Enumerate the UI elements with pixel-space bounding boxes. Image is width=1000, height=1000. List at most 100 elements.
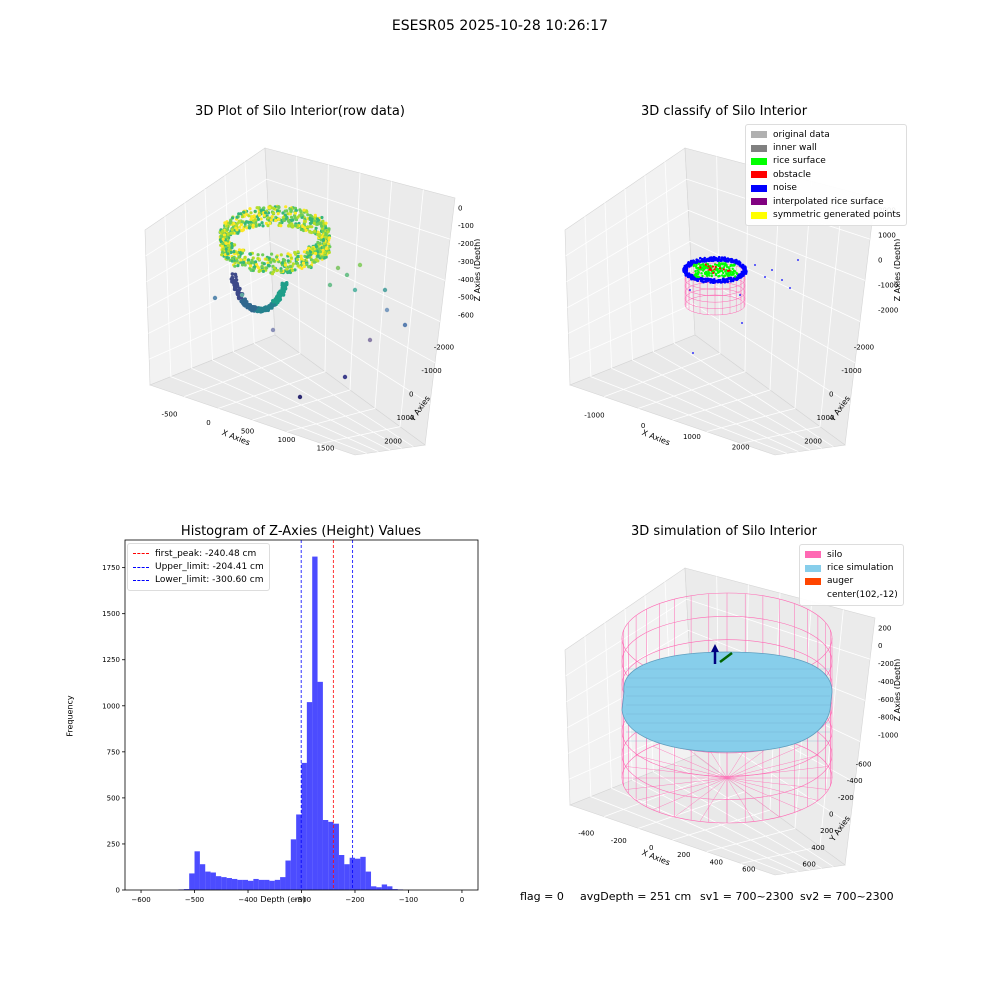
histogram-bar xyxy=(258,879,265,890)
legend-label: first_peak: -240.48 cm xyxy=(155,548,257,559)
raw-point xyxy=(321,238,326,242)
raw-point xyxy=(235,281,239,286)
histogram-bar xyxy=(274,879,281,890)
raw-point xyxy=(230,275,235,280)
histogram-bar xyxy=(344,864,350,890)
histogram-bar xyxy=(392,889,398,890)
x-tick-label: 600 xyxy=(742,865,755,873)
rice-surface-point xyxy=(695,266,698,270)
legend-entry: first_peak: -240.48 cm xyxy=(133,547,264,560)
raw-point xyxy=(327,236,331,240)
raw-point xyxy=(306,213,310,217)
grid-line xyxy=(320,189,424,444)
legend-label: noise xyxy=(773,183,797,194)
rice-surface-point xyxy=(722,266,726,269)
histogram-bar xyxy=(333,823,339,890)
legend-label: obstacle xyxy=(773,169,811,180)
raw-point xyxy=(317,247,321,251)
histogram-bar xyxy=(242,879,249,890)
raw-point xyxy=(246,261,250,265)
rice-surface-point xyxy=(692,264,695,268)
raw-point xyxy=(229,250,233,255)
raw-point xyxy=(324,221,328,225)
raw-point xyxy=(286,219,291,223)
legend-entry: obstacle xyxy=(751,168,901,181)
raw-point xyxy=(267,206,271,210)
center-marker xyxy=(719,652,733,663)
raw-point xyxy=(296,250,300,254)
noise-point xyxy=(723,256,727,259)
raw-point xyxy=(223,253,227,257)
grid-line xyxy=(568,272,856,364)
raw-point xyxy=(288,265,293,269)
y-tick-label: 1000 xyxy=(817,414,835,422)
x-tick-label: 500 xyxy=(241,428,254,436)
z-tick-label: 0 xyxy=(878,257,882,265)
raw-point xyxy=(249,306,254,310)
raw-point xyxy=(239,252,243,256)
raw-point xyxy=(246,258,250,262)
histogram-bar xyxy=(365,871,372,890)
histogram-bar xyxy=(338,855,345,890)
silo-floor-line xyxy=(726,746,802,779)
raw-point xyxy=(231,225,235,229)
raw-point xyxy=(235,284,240,289)
raw-point xyxy=(326,242,331,246)
raw-point xyxy=(225,224,229,228)
raw-point xyxy=(228,221,232,225)
legend-swatch xyxy=(751,157,767,165)
silo-floor-line xyxy=(726,766,829,779)
raw-point xyxy=(305,255,309,259)
legend-swatch xyxy=(751,131,767,139)
raw-point xyxy=(245,226,249,230)
obstacle-point xyxy=(718,267,722,270)
x-tick-label: 0 xyxy=(641,422,645,430)
raw-point xyxy=(319,221,323,225)
raw-point xyxy=(296,264,300,268)
histogram-bar xyxy=(215,876,222,890)
y-tick-label: 750 xyxy=(107,748,120,756)
raw-point xyxy=(235,259,239,263)
z-tick-label: -600 xyxy=(458,312,474,320)
raw-point xyxy=(237,219,241,223)
z-tick-label: -2000 xyxy=(878,307,898,315)
raw-point xyxy=(324,247,328,251)
legend-label: Upper_limit: -204.41 cm xyxy=(155,562,264,573)
x-tick-label: 400 xyxy=(710,858,723,866)
raw-point xyxy=(304,228,308,232)
z-tick-label: -400 xyxy=(878,678,894,686)
z-tick-label: -800 xyxy=(878,714,894,722)
raw-point xyxy=(305,263,309,267)
raw-point xyxy=(235,223,239,228)
legend-label: rice simulation xyxy=(827,563,894,574)
z-tick-label: 200 xyxy=(878,624,891,632)
noise-point xyxy=(764,276,766,278)
raw-point xyxy=(274,218,278,223)
noise-point xyxy=(731,260,735,264)
raw-point xyxy=(279,224,283,228)
noise-point xyxy=(739,294,741,296)
raw-point xyxy=(242,260,246,265)
raw-point xyxy=(285,267,289,271)
raw-point xyxy=(284,281,289,285)
histogram-bar xyxy=(199,864,206,890)
rice-surface-point xyxy=(735,272,739,275)
classify-3d-plot: -1000010002000200010000-1000-20002000100… xyxy=(564,147,900,456)
raw-point xyxy=(308,213,312,218)
noise-point xyxy=(720,256,724,259)
noise-point xyxy=(695,261,698,265)
x-tick-label: 0 xyxy=(649,844,653,852)
raw-point xyxy=(244,300,249,304)
silo-floor-line xyxy=(674,777,728,818)
z-tick-label: -1000 xyxy=(878,282,898,290)
raw-point xyxy=(266,224,270,228)
rice-surface-point xyxy=(697,275,700,279)
rice-surface-point xyxy=(700,272,703,275)
raw-point xyxy=(219,238,223,242)
z-tick-label: -100 xyxy=(458,222,474,230)
raw-point xyxy=(308,264,312,269)
simulation-3d-plot: -400 -200 0 200 400 600 600 400 200 0 -200 -400 -600… xyxy=(564,567,900,876)
histogram-bar xyxy=(231,878,238,890)
legend-label: center(102,-12) xyxy=(827,589,898,600)
raw-point xyxy=(310,225,314,229)
